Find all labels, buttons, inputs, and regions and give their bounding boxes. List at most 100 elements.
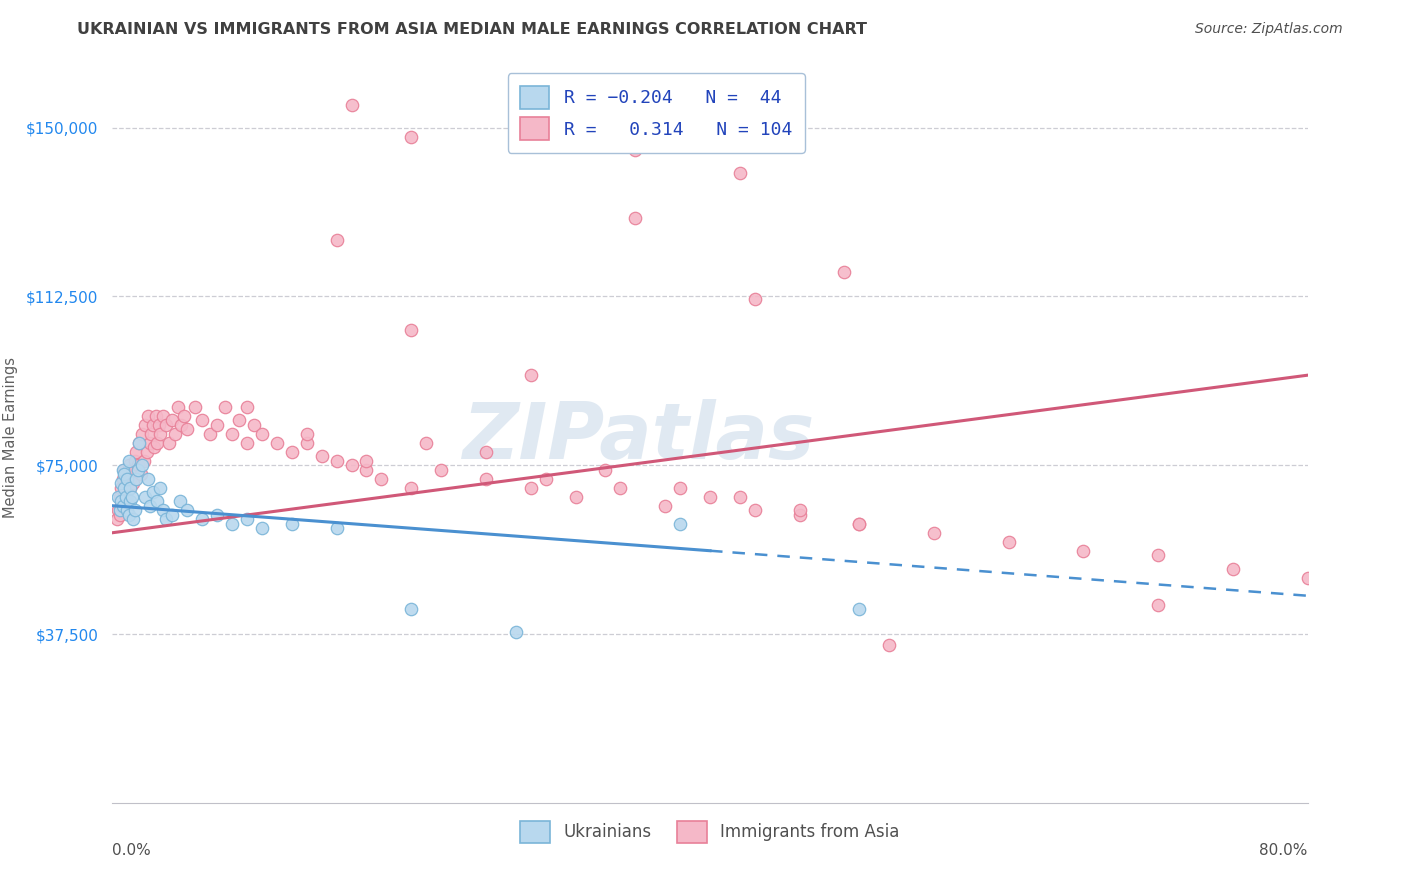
Point: [214, 400, 236, 414]
Point: [114, 481, 135, 495]
Point: [110, 481, 132, 495]
Point: [922, 525, 945, 540]
Point: [117, 503, 139, 517]
Point: [111, 463, 134, 477]
Point: [848, 516, 870, 531]
Point: [152, 503, 174, 517]
Point: [125, 472, 148, 486]
Point: [228, 413, 250, 427]
Point: [1147, 548, 1170, 562]
Point: [789, 503, 811, 517]
Point: [505, 624, 527, 639]
Point: [141, 426, 163, 441]
Point: [191, 413, 214, 427]
Point: [138, 409, 160, 423]
Point: [111, 499, 134, 513]
Point: [266, 435, 288, 450]
Point: [564, 490, 586, 504]
Point: [115, 476, 138, 491]
Point: [162, 413, 183, 427]
Point: [135, 444, 157, 458]
Point: [370, 472, 392, 486]
Point: [415, 435, 437, 450]
Text: ZIPatlas: ZIPatlas: [463, 399, 814, 475]
Text: UKRAINIAN VS IMMIGRANTS FROM ASIA MEDIAN MALE EARNINGS CORRELATION CHART: UKRAINIAN VS IMMIGRANTS FROM ASIA MEDIAN…: [77, 22, 868, 37]
Point: [118, 508, 141, 522]
Point: [654, 499, 676, 513]
Point: [879, 638, 901, 652]
Point: [699, 490, 721, 504]
Point: [167, 400, 190, 414]
Point: [198, 426, 221, 441]
Point: [250, 426, 273, 441]
Point: [124, 453, 146, 467]
Point: [744, 292, 766, 306]
Point: [114, 485, 135, 500]
Point: [111, 472, 134, 486]
Point: [340, 98, 363, 112]
Point: [430, 463, 453, 477]
Point: [183, 400, 205, 414]
Point: [131, 426, 153, 441]
Point: [162, 508, 183, 522]
Point: [624, 143, 647, 157]
Point: [121, 463, 143, 477]
Point: [132, 453, 155, 467]
Point: [108, 508, 131, 522]
Point: [134, 417, 156, 432]
Point: [114, 467, 135, 482]
Point: [108, 490, 131, 504]
Point: [128, 435, 150, 450]
Point: [205, 508, 228, 522]
Point: [124, 503, 146, 517]
Point: [107, 503, 129, 517]
Point: [340, 458, 363, 473]
Point: [117, 494, 139, 508]
Point: [120, 472, 142, 486]
Point: [624, 211, 647, 225]
Point: [127, 458, 149, 473]
Point: [356, 453, 378, 467]
Point: [142, 417, 165, 432]
Point: [139, 435, 162, 450]
Point: [145, 409, 167, 423]
Point: [131, 458, 153, 473]
Point: [149, 426, 172, 441]
Point: [281, 444, 304, 458]
Point: [609, 481, 631, 495]
Point: [120, 481, 142, 495]
Point: [236, 400, 259, 414]
Point: [325, 233, 347, 247]
Point: [143, 440, 166, 454]
Point: [221, 516, 243, 531]
Point: [728, 166, 751, 180]
Point: [155, 417, 177, 432]
Point: [139, 499, 162, 513]
Point: [728, 490, 751, 504]
Point: [107, 490, 129, 504]
Point: [108, 503, 131, 517]
Point: [138, 472, 160, 486]
Point: [401, 323, 423, 337]
Point: [1296, 571, 1319, 585]
Point: [848, 602, 870, 616]
Point: [205, 417, 228, 432]
Point: [176, 422, 198, 436]
Point: [169, 494, 191, 508]
Point: [191, 512, 214, 526]
Point: [1147, 598, 1170, 612]
Point: [105, 512, 128, 526]
Point: [401, 129, 423, 144]
Point: [118, 453, 141, 467]
Point: [128, 435, 150, 450]
Point: [110, 499, 132, 513]
Point: [117, 467, 139, 482]
Point: [401, 481, 423, 495]
Point: [325, 521, 347, 535]
Point: [142, 485, 165, 500]
Point: [152, 409, 174, 423]
Point: [117, 472, 139, 486]
Point: [121, 490, 143, 504]
Point: [122, 476, 145, 491]
Point: [250, 521, 273, 535]
